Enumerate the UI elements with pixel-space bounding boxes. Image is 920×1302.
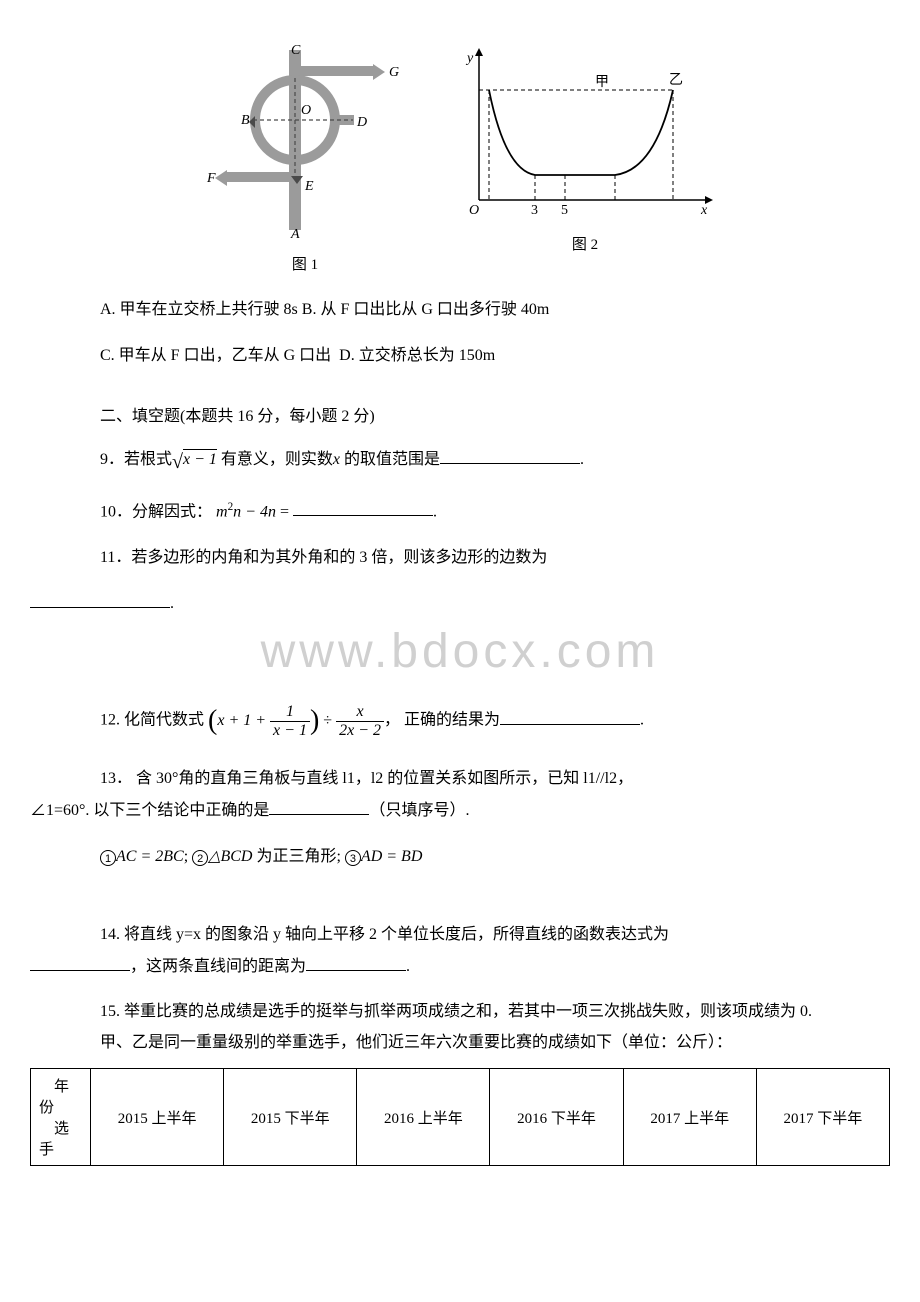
q13-c1: AC = 2BC xyxy=(116,848,184,865)
question-11: 11．若多边形的内角和为其外角和的 3 倍，则该多边形的边数为 xyxy=(100,542,820,574)
graph-diagram: O 3 5 x y 甲 乙 xyxy=(455,40,715,220)
svg-text:x: x xyxy=(700,203,708,218)
circled-3: 3 xyxy=(345,850,361,866)
col-2015h2: 2015 下半年 xyxy=(224,1069,357,1166)
q12-div: ÷ xyxy=(323,712,332,729)
svg-text:C: C xyxy=(291,43,301,58)
diagram-2-container: O 3 5 x y 甲 乙 图 2 xyxy=(455,40,715,274)
svg-text:3: 3 xyxy=(531,203,538,218)
q11-blank xyxy=(30,589,170,608)
score-table-wrap: 年份 选手 2015 上半年 2015 下半年 2016 上半年 2016 下半… xyxy=(0,1068,920,1166)
q11-text: 11．若多边形的内角和为其外角和的 3 倍，则该多边形的边数为 xyxy=(100,549,547,566)
svg-text:E: E xyxy=(304,179,314,194)
diagram-1-container: O A B C D E F G 图 1 xyxy=(205,40,405,274)
q10-rest: n − 4n xyxy=(233,503,276,520)
watermark-text: www.bdocx.com xyxy=(0,624,920,679)
options-line-2: C. 甲车从 F 口出，乙车从 G 口出 D. 立交桥总长为 150m xyxy=(100,340,820,372)
overpass-diagram: O A B C D E F G xyxy=(205,40,405,240)
q13-c2-suffix: 为正三角形 xyxy=(252,848,336,865)
diagram-row: O A B C D E F G 图 1 xyxy=(0,40,920,274)
q10-blank xyxy=(293,497,433,516)
q10-equals: = xyxy=(280,503,289,520)
q12-prefix: 12. 化简代数式 xyxy=(100,712,204,729)
svg-text:A: A xyxy=(290,227,300,240)
table-header-row: 年份 选手 2015 上半年 2015 下半年 2016 上半年 2016 下半… xyxy=(31,1069,890,1166)
header-col-cell: 年份 选手 xyxy=(31,1069,91,1166)
svg-text:甲: 甲 xyxy=(595,75,609,90)
svg-text:O: O xyxy=(301,103,311,118)
q12-blank xyxy=(500,706,640,725)
question-12: 12. 化简代数式 (x + 1 + 1 x − 1 ) ÷ x 2x − 2 … xyxy=(100,693,820,749)
q15-text: 15. 举重比赛的总成绩是选手的挺举与抓举两项成绩之和，若其中一项三次挑战失败，… xyxy=(100,1003,812,1050)
q13-c3: AD = BD xyxy=(361,848,422,865)
col-2017h2: 2017 下半年 xyxy=(756,1069,889,1166)
q12-frac1-den: x − 1 xyxy=(270,722,310,740)
q12-suffix: ， 正确的结果为 xyxy=(384,712,500,729)
option-c: C. 甲车从 F 口出，乙车从 G 口出 xyxy=(100,347,331,364)
col-2015h1: 2015 上半年 xyxy=(91,1069,224,1166)
q10-prefix: 10．分解因式： xyxy=(100,503,212,520)
content-area: A. 甲车在立交桥上共行驶 8s B. 从 F 口出比从 G 口出多行驶 40m… xyxy=(0,294,920,574)
options-line-1: A. 甲车在立交桥上共行驶 8s B. 从 F 口出比从 G 口出多行驶 40m xyxy=(100,294,820,326)
q9-suffix: 的取值范围是 xyxy=(340,451,440,468)
question-14-cont: ，这两条直线间的距离为. xyxy=(0,951,920,983)
svg-text:y: y xyxy=(465,51,474,66)
col-2016h1: 2016 上半年 xyxy=(357,1069,490,1166)
q9-radicand: x − 1 xyxy=(183,449,217,468)
question-10: 10．分解因式： m2n − 4n = . xyxy=(100,496,820,528)
option-d: D. 立交桥总长为 150m xyxy=(339,347,495,364)
q9-prefix: 9．若根式 xyxy=(100,451,172,468)
svg-text:D: D xyxy=(356,115,367,130)
q11-blank-line: . xyxy=(0,588,920,620)
q9-blank xyxy=(440,445,580,464)
question-15: 15. 举重比赛的总成绩是选手的挺举与抓举两项成绩之和，若其中一项三次挑战失败，… xyxy=(100,997,820,1058)
q14-mid: ，这两条直线间的距离为 xyxy=(130,958,306,975)
svg-text:B: B xyxy=(241,113,250,128)
score-table: 年份 选手 2015 上半年 2015 下半年 2016 上半年 2016 下半… xyxy=(30,1068,890,1166)
question-9: 9．若根式√x − 1 有意义，则实数x 的取值范围是. xyxy=(100,442,820,482)
q10-m: m xyxy=(216,503,228,520)
question-13-conclusions: 1AC = 2BC; 2△BCD 为正三角形; 3AD = BD xyxy=(100,841,820,873)
q14-blank2 xyxy=(306,952,406,971)
col-2017h1: 2017 上半年 xyxy=(623,1069,756,1166)
q12-frac2-den: 2x − 2 xyxy=(336,722,384,740)
svg-text:O: O xyxy=(469,203,479,218)
option-b: B. 从 F 口出比从 G 口出多行驶 40m xyxy=(302,301,550,318)
option-a: A. 甲车在立交桥上共行驶 8s xyxy=(100,301,298,318)
q13-blank xyxy=(269,796,369,815)
q12-frac2-num: x xyxy=(336,703,384,722)
question-13-line2: ∠1=60°. 以下三个结论中正确的是 （只填序号）. xyxy=(0,795,920,827)
svg-text:F: F xyxy=(206,171,216,186)
q9-var: x xyxy=(333,451,340,468)
question-14: 14. 将直线 y=x 的图象沿 y 轴向上平移 2 个单位长度后，所得直线的函… xyxy=(100,919,820,951)
circled-2: 2 xyxy=(192,850,208,866)
svg-text:乙: 乙 xyxy=(669,72,683,88)
q13-c2: △BCD xyxy=(208,848,252,865)
q13-line1: 13． 含 30°角的直角三角板与直线 l1，l2 的位置关系如图所示，已知 l… xyxy=(100,770,633,787)
diagram-1-caption: 图 1 xyxy=(205,253,405,274)
q13-line2-suffix: （只填序号）. xyxy=(369,802,469,819)
col-2016h2: 2016 下半年 xyxy=(490,1069,623,1166)
q14-blank1 xyxy=(30,952,130,971)
q12-inner: x + 1 + xyxy=(217,712,266,729)
svg-text:G: G xyxy=(389,65,399,80)
q14-text: 14. 将直线 y=x 的图象沿 y 轴向上平移 2 个单位长度后，所得直线的函… xyxy=(100,926,669,943)
diagram-2-caption: 图 2 xyxy=(455,233,715,254)
circled-1: 1 xyxy=(100,850,116,866)
q13-line2-prefix: ∠1=60°. 以下三个结论中正确的是 xyxy=(30,802,269,819)
q12-frac1-num: 1 xyxy=(270,703,310,722)
question-13-line1: 13． 含 30°角的直角三角板与直线 l1，l2 的位置关系如图所示，已知 l… xyxy=(100,763,820,795)
section-2-title: 二、填空题(本题共 16 分，每小题 2 分) xyxy=(100,402,820,426)
q9-mid: 有意义，则实数 xyxy=(217,451,333,468)
svg-text:5: 5 xyxy=(561,203,568,218)
